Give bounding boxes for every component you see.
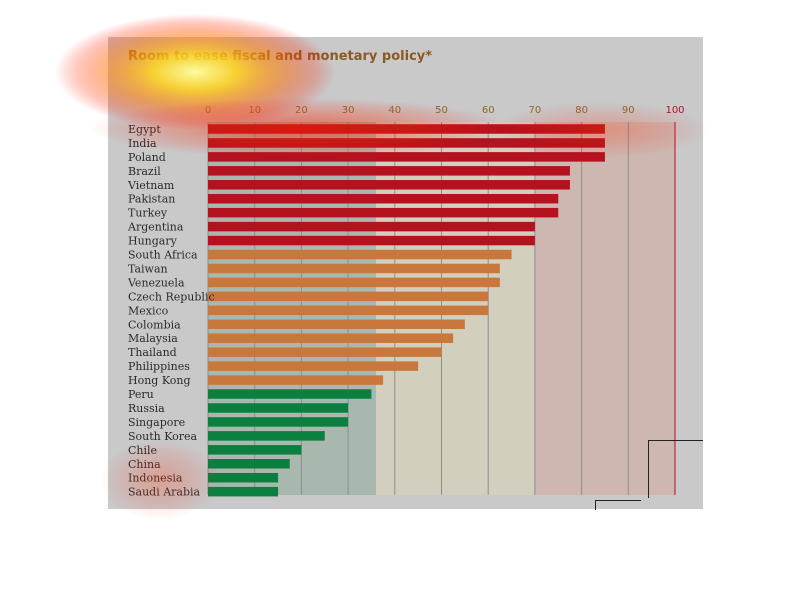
category-label: Hungary	[128, 235, 178, 248]
x-tick-label: 30	[342, 105, 355, 116]
corner-line	[595, 500, 641, 501]
category-label: India	[128, 137, 157, 150]
category-label: South Africa	[128, 249, 198, 262]
category-label: Malaysia	[128, 332, 178, 345]
category-label: South Korea	[128, 430, 198, 443]
corner-line	[595, 500, 596, 510]
category-labels: EgyptIndiaPolandBrazilVietnamPakistanTur…	[127, 123, 215, 499]
category-label: Poland	[128, 151, 166, 164]
category-label: Singapore	[128, 416, 185, 429]
category-label: Turkey	[128, 207, 168, 220]
x-tick-label: 100	[665, 105, 684, 116]
bar	[208, 472, 279, 483]
category-label: Peru	[128, 388, 154, 401]
bar	[208, 375, 384, 385]
category-label: Egypt	[128, 123, 161, 136]
bar	[208, 291, 489, 302]
category-label: Chile	[128, 444, 157, 457]
bar	[208, 235, 535, 246]
bar	[208, 319, 465, 330]
x-tick-label: 90	[622, 105, 635, 116]
category-label: Colombia	[128, 318, 181, 331]
bar	[208, 347, 442, 357]
category-label: China	[128, 458, 161, 471]
chart-subtitle: Minimum flexibility=0	[128, 69, 238, 80]
bar	[208, 417, 349, 427]
bar	[208, 263, 500, 274]
bar	[208, 486, 279, 497]
bar	[208, 389, 372, 399]
bar	[208, 305, 489, 316]
category-label: Thailand	[128, 346, 177, 359]
category-label: Russia	[128, 402, 165, 415]
category-label: Pakistan	[128, 193, 175, 206]
x-tick-label: 70	[529, 105, 542, 116]
bar	[208, 403, 349, 413]
bar	[208, 180, 570, 190]
category-label: Hong Kong	[128, 374, 191, 387]
bar	[208, 124, 605, 134]
category-label: Mexico	[128, 304, 169, 317]
bar	[208, 152, 605, 162]
corner-line	[648, 440, 703, 441]
bar	[208, 445, 302, 455]
category-label: Taiwan	[128, 262, 168, 275]
x-tick-label: 10	[248, 105, 261, 116]
category-label: Brazil	[128, 165, 161, 178]
bar	[208, 249, 512, 260]
bar	[208, 193, 559, 204]
x-tick-label: 50	[435, 105, 448, 116]
category-label: Indonesia	[128, 472, 183, 485]
category-label: Vietnam	[127, 179, 175, 192]
bar	[208, 431, 325, 441]
bar	[208, 207, 559, 218]
x-tick-label: 0	[205, 105, 211, 116]
corner-line	[648, 440, 649, 498]
category-label: Czech Republic	[128, 290, 215, 303]
x-axis-ticks: 0 10 20 30 40 50 60 70 80 90 100	[205, 105, 685, 116]
x-tick-label: 80	[575, 105, 588, 116]
bar	[208, 221, 535, 232]
x-tick-label: 20	[295, 105, 308, 116]
bar	[208, 138, 605, 148]
category-label: Saudi Arabia	[128, 486, 201, 499]
bar	[208, 166, 570, 176]
category-label: Argentina	[127, 221, 184, 234]
bar	[208, 361, 419, 371]
x-tick-label: 40	[388, 105, 401, 116]
bar	[208, 333, 454, 343]
bar	[208, 277, 500, 288]
category-label: Venezuela	[127, 276, 185, 289]
bar	[208, 459, 290, 469]
x-tick-label: 60	[482, 105, 495, 116]
chart-title: Room to ease fiscal and monetary policy*	[128, 49, 433, 64]
category-label: Philippines	[128, 360, 190, 373]
